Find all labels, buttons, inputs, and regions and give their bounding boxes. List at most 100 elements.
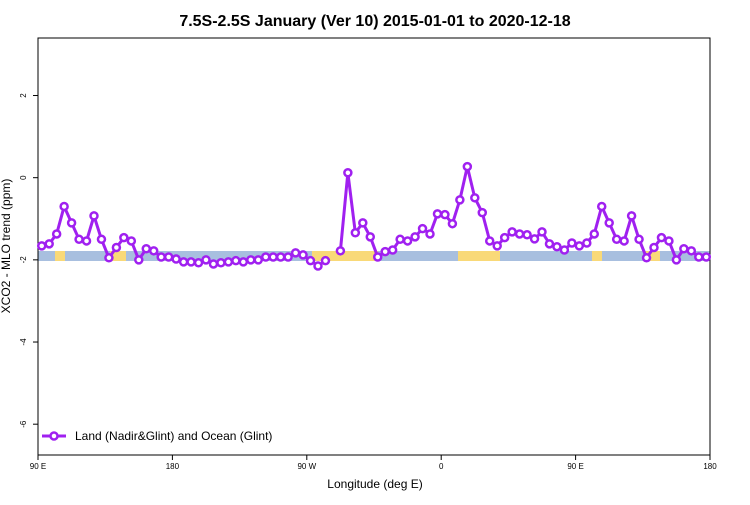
data-point <box>290 248 301 258</box>
data-point <box>440 209 450 220</box>
data-point <box>596 201 607 212</box>
data-point <box>305 255 316 266</box>
data-point <box>634 234 644 245</box>
x-tick-label: 180 <box>166 462 180 471</box>
data-point <box>163 252 174 262</box>
data-point <box>544 239 555 249</box>
data-point <box>238 257 249 267</box>
data-point <box>96 234 107 245</box>
data-point <box>216 257 226 268</box>
data-point <box>74 234 84 245</box>
x-tick-label: 90 W <box>297 462 316 471</box>
y-axis-label: XCO2 - MLO trend (ppm) <box>0 179 13 314</box>
data-point <box>507 227 517 237</box>
data-point <box>694 252 704 262</box>
data-point <box>141 244 152 254</box>
data-point <box>522 230 532 240</box>
data-point <box>81 236 92 246</box>
land-band <box>312 251 378 261</box>
data-point <box>417 223 428 234</box>
data-point <box>111 242 122 253</box>
data-point <box>193 257 204 268</box>
y-tick-label: -4 <box>19 338 28 346</box>
land-band <box>644 251 660 261</box>
data-point <box>499 232 510 243</box>
data-point <box>641 253 652 263</box>
data-point <box>134 255 144 265</box>
data-point <box>320 255 331 266</box>
data-point <box>335 246 346 256</box>
data-point <box>574 241 585 251</box>
data-point <box>619 236 629 246</box>
data-point <box>201 255 211 265</box>
data-point <box>567 238 577 248</box>
data-point <box>231 255 241 266</box>
data-point <box>447 218 458 229</box>
y-tick-label: 2 <box>19 93 28 98</box>
data-point <box>492 241 502 251</box>
x-tick-label: 90 E <box>30 462 46 471</box>
data-point <box>283 252 293 262</box>
data-point <box>246 255 256 265</box>
x-tick-label: 180 <box>703 462 717 471</box>
data-point <box>119 232 129 243</box>
data-point <box>178 257 189 267</box>
land-band <box>458 251 500 261</box>
data-point <box>455 195 465 205</box>
data-point <box>268 252 278 262</box>
data-point <box>402 236 413 246</box>
land-band <box>592 251 602 261</box>
data-point <box>611 234 622 245</box>
data-point <box>656 232 667 243</box>
data-point <box>484 236 495 246</box>
data-point <box>365 232 376 242</box>
data-point <box>260 252 271 262</box>
data-point <box>156 252 166 262</box>
land-band <box>110 251 126 261</box>
data-point <box>36 241 47 251</box>
data-point <box>582 238 592 248</box>
data-point <box>66 218 77 228</box>
data-point <box>387 245 398 255</box>
data-point <box>350 227 361 238</box>
chart-title: 7.5S-2.5S January (Ver 10) 2015-01-01 to… <box>179 13 570 30</box>
data-point <box>425 229 435 239</box>
x-tick-label: 0 <box>439 462 444 471</box>
data-point <box>372 252 383 262</box>
data-point <box>432 209 443 219</box>
data-point <box>462 161 473 172</box>
data-point <box>313 261 323 271</box>
data-point <box>470 193 480 203</box>
data-point <box>604 218 614 228</box>
data-point <box>552 241 562 252</box>
data-point <box>253 255 264 265</box>
data-point <box>626 211 637 221</box>
data-point <box>671 255 682 265</box>
data-point <box>148 246 159 256</box>
land-band <box>55 251 65 261</box>
data-point <box>104 253 114 263</box>
data-point <box>410 232 420 242</box>
data-point <box>686 246 697 256</box>
data-point <box>186 257 196 267</box>
data-point <box>477 207 488 218</box>
data-point <box>380 246 390 257</box>
data-point <box>589 229 600 239</box>
data-point <box>44 239 54 249</box>
y-tick-label: 0 <box>19 175 28 180</box>
data-point <box>701 252 712 262</box>
y-tick-label: -2 <box>19 256 28 264</box>
x-axis-label: Longitude (deg E) <box>327 477 422 491</box>
data-point <box>559 245 570 255</box>
data-point <box>537 227 547 237</box>
data-point <box>126 236 137 246</box>
data-point <box>514 229 525 239</box>
x-tick-label: 90 E <box>567 462 583 471</box>
data-point <box>395 234 405 245</box>
data-point <box>358 218 368 228</box>
legend-label: Land (Nadir&Glint) and Ocean (Glint) <box>75 429 272 443</box>
data-point <box>649 242 659 253</box>
data-point <box>664 236 674 246</box>
data-point <box>529 234 540 244</box>
